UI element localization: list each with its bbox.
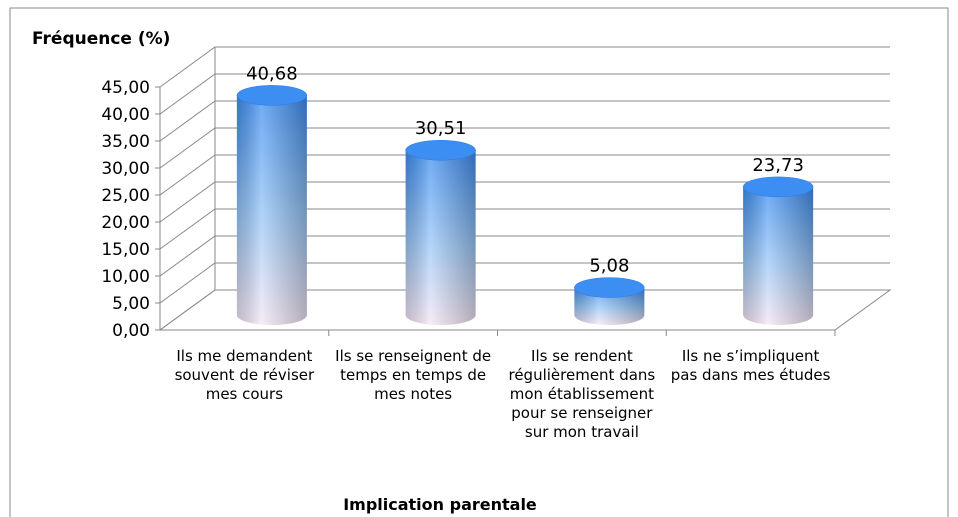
grid-line xyxy=(159,73,890,115)
grid-line xyxy=(159,289,890,331)
y-tick-label: 0,00 xyxy=(112,321,150,341)
grid-line xyxy=(159,100,890,142)
bar-top xyxy=(574,277,645,298)
grid-line xyxy=(159,262,890,304)
y-tick-label: 15,00 xyxy=(101,240,150,260)
value-label: 40,68 xyxy=(246,63,298,84)
grid-line xyxy=(159,235,890,277)
x-tick-label: Ils se renseignent de temps en temps de … xyxy=(335,347,492,403)
grid-line xyxy=(159,154,890,196)
x-axis-title: Implication parentale xyxy=(343,495,537,514)
y-tick-label: 30,00 xyxy=(101,159,150,179)
y-tick-label: 40,00 xyxy=(101,105,150,125)
y-tick-label: 10,00 xyxy=(101,267,150,287)
grid-line xyxy=(159,208,890,250)
grid-line xyxy=(159,46,890,88)
value-label: 5,08 xyxy=(589,256,629,277)
y-tick-label: 25,00 xyxy=(101,186,150,206)
grid-line xyxy=(159,181,890,223)
cylinder xyxy=(574,277,645,325)
bar-shade xyxy=(236,95,307,325)
value-label: 30,51 xyxy=(415,118,467,139)
cylinder xyxy=(236,85,308,325)
bar-shade xyxy=(574,287,645,325)
bar-top xyxy=(405,139,476,161)
x-tick-label: Ils me demandent souvent de réviser mes … xyxy=(174,347,315,403)
bar-top xyxy=(742,176,814,198)
bar-top xyxy=(236,85,308,106)
y-tick-label: 45,00 xyxy=(101,78,150,98)
bar-shade xyxy=(743,186,814,325)
x-tick-label: Ils ne s’impliquent pas dans mes études xyxy=(670,347,831,384)
bar-shade xyxy=(405,150,476,325)
y-tick-label: 35,00 xyxy=(101,132,150,152)
y-tick-label: 20,00 xyxy=(101,213,150,233)
cylinder xyxy=(405,139,476,325)
y-tick-label: 5,00 xyxy=(112,294,150,314)
value-label: 23,73 xyxy=(752,155,804,176)
x-tick-label: Ils se rendent régulièrement dans mon ét… xyxy=(508,347,656,441)
grid-line xyxy=(159,127,890,169)
chart-border xyxy=(9,7,949,517)
cylinder xyxy=(742,176,814,325)
chart-title: Fréquence (%) xyxy=(32,29,170,49)
